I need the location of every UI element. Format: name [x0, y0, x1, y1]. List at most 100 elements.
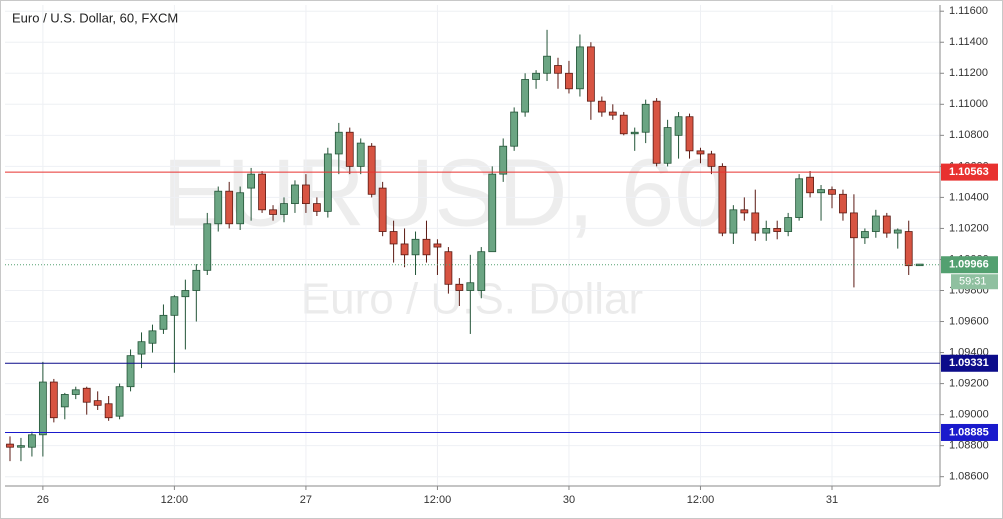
- candle-body: [280, 203, 288, 215]
- candle-body: [411, 238, 420, 256]
- candle-body: [554, 65, 562, 74]
- y-tick-label: 1.10400: [949, 191, 989, 203]
- y-tick-label: 1.10200: [949, 222, 989, 234]
- candle-body: [751, 212, 760, 234]
- candle-body: [608, 111, 617, 116]
- candle-body: [685, 116, 694, 152]
- candle-body: [543, 55, 551, 74]
- candle-body: [488, 173, 497, 253]
- candle-body: [6, 443, 14, 448]
- candle-body: [291, 184, 299, 205]
- candle-body: [619, 114, 628, 135]
- candle-body: [674, 116, 683, 136]
- x-tick-label: 12:00: [161, 494, 189, 506]
- candle-body: [532, 72, 540, 80]
- candle-body: [159, 314, 168, 330]
- candle-body: [499, 145, 508, 175]
- candle-body: [521, 79, 530, 113]
- price-label-box: [941, 163, 998, 181]
- price-label: 1.10563: [949, 166, 989, 178]
- y-tick-label: 1.11400: [949, 36, 988, 48]
- y-tick-label: 1.09000: [949, 409, 989, 421]
- y-tick-label: 1.11200: [949, 67, 988, 79]
- candle-body: [258, 173, 266, 211]
- candle-body: [247, 173, 256, 189]
- chart-title: Euro / U.S. Dollar, 60, FXCM: [12, 10, 178, 25]
- countdown-label: 59:31: [959, 276, 987, 288]
- x-tick-label: 12:00: [424, 494, 452, 506]
- watermark-name: Euro / U.S. Dollar: [301, 275, 643, 324]
- candle-body: [302, 184, 310, 205]
- candle-body: [115, 386, 124, 417]
- y-tick-label: 1.11000: [949, 98, 988, 110]
- candle-body: [71, 389, 80, 395]
- y-tick-label: 1.09600: [949, 315, 989, 327]
- candle-body: [422, 238, 431, 256]
- candle-body: [433, 243, 442, 248]
- candle-body: [652, 100, 661, 164]
- candle-body: [38, 381, 47, 436]
- x-tick-label: 30: [563, 494, 575, 506]
- candle-body: [17, 445, 25, 448]
- candle-body: [904, 231, 913, 267]
- countdown-box: [951, 274, 998, 290]
- y-tick-label: 1.09200: [949, 377, 989, 389]
- watermark-symbol: EURUSD, 60: [162, 139, 728, 246]
- candle-body: [269, 209, 277, 215]
- candle-body: [586, 46, 595, 102]
- candle-body: [181, 290, 190, 298]
- y-tick-label: 1.08800: [949, 440, 989, 452]
- candle-body: [126, 355, 135, 388]
- candle-body: [312, 203, 321, 212]
- candle-body: [641, 103, 650, 133]
- y-tick-label: 1.10800: [949, 129, 989, 141]
- x-tick-label: 26: [37, 494, 49, 506]
- candle-body: [378, 187, 387, 232]
- y-tick-label: 1.08600: [949, 471, 989, 483]
- candle-body: [137, 341, 146, 355]
- x-tick-label: 12:00: [687, 494, 715, 506]
- candle-body: [60, 394, 69, 408]
- candle-body: [597, 100, 606, 113]
- candle-body: [729, 209, 738, 234]
- candle-body: [740, 209, 749, 214]
- candle-body: [203, 223, 212, 271]
- candle-body: [839, 193, 847, 214]
- candle-body: [707, 153, 716, 167]
- candle-body: [477, 251, 486, 291]
- candle-body: [762, 228, 771, 234]
- x-tick-label: 27: [300, 494, 312, 506]
- candle-body: [356, 142, 365, 167]
- candle-body: [93, 400, 102, 406]
- price-label: 1.08885: [949, 426, 989, 438]
- candle-body: [828, 189, 836, 195]
- candle-body: [663, 127, 672, 164]
- candle-body: [400, 243, 409, 256]
- candle-body: [882, 215, 891, 234]
- candle-body: [510, 111, 519, 147]
- candle-body: [334, 131, 343, 155]
- candle-body: [850, 212, 858, 239]
- last-price-box: [941, 256, 998, 274]
- candle-body: [696, 150, 705, 155]
- candle-body: [466, 282, 475, 291]
- candle-body: [192, 269, 201, 291]
- price-label-box: [941, 423, 998, 441]
- price-label-box: [941, 354, 998, 372]
- candle-body: [148, 330, 157, 344]
- candle-body: [323, 153, 332, 212]
- candle-body: [28, 434, 36, 448]
- candle-body: [871, 215, 880, 232]
- x-tick-label: 31: [826, 494, 838, 506]
- candle-body: [225, 190, 234, 225]
- candle-body: [104, 403, 113, 419]
- candle-body: [565, 72, 573, 90]
- candle-body: [82, 387, 91, 403]
- candle-body: [817, 189, 825, 194]
- candle-body: [893, 229, 902, 234]
- y-tick-label: 1.11600: [949, 5, 988, 17]
- candle-body: [444, 251, 453, 285]
- candle-body: [860, 231, 869, 239]
